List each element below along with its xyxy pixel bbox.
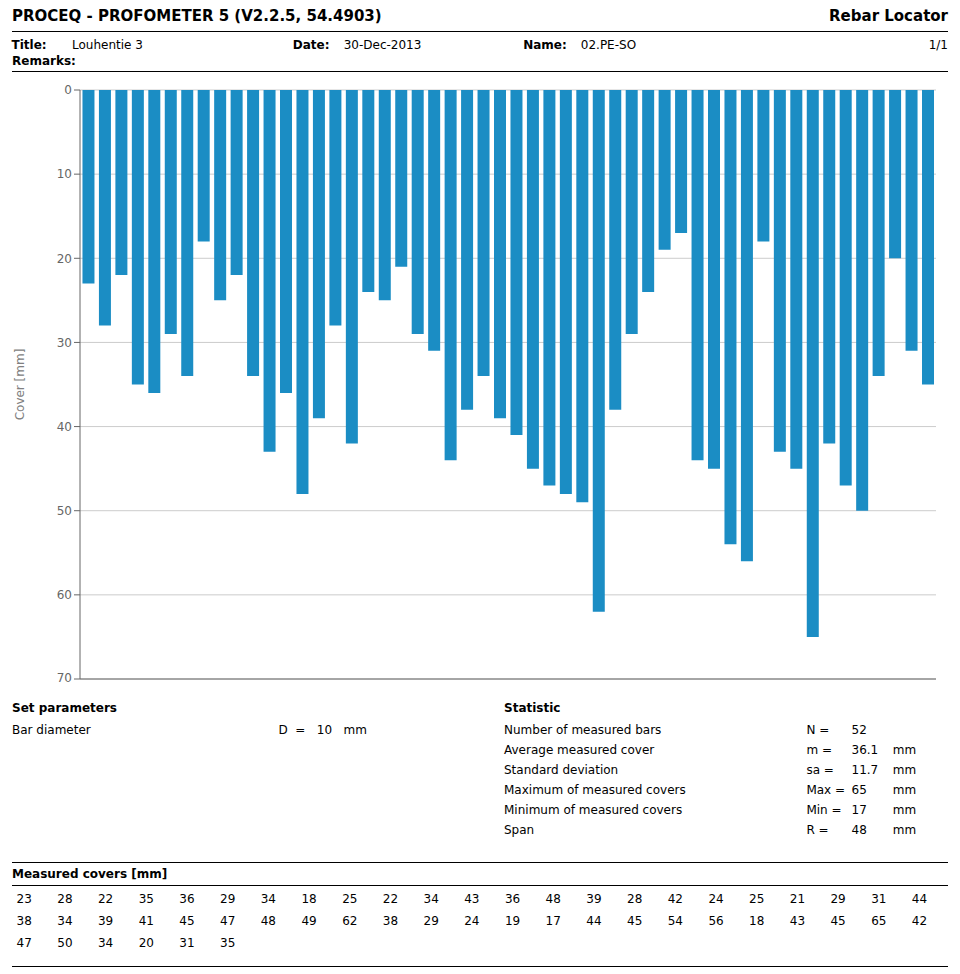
html-text:sa =: sa = bbox=[806, 763, 834, 777]
html-text:45: 45 bbox=[830, 914, 846, 928]
svg-text:30: 30 bbox=[57, 336, 72, 350]
svg-text:50: 50 bbox=[57, 504, 72, 518]
html-text:36.1: 36.1 bbox=[851, 743, 879, 757]
html-text:17: 17 bbox=[545, 914, 561, 928]
html-text:Name:: Name: bbox=[523, 38, 567, 52]
html-text:20: 20 bbox=[138, 936, 154, 950]
html-text:42: 42 bbox=[911, 914, 928, 928]
html-text:mm: mm bbox=[892, 763, 917, 777]
html-text:22: 22 bbox=[382, 892, 399, 906]
html-text:45: 45 bbox=[627, 914, 643, 928]
svg-text:70: 70 bbox=[57, 671, 72, 685]
html-text:39: 39 bbox=[98, 914, 114, 928]
html-text:17: 17 bbox=[851, 803, 867, 817]
html-text:21: 21 bbox=[789, 892, 806, 906]
html-text:11.7: 11.7 bbox=[851, 763, 879, 777]
html-text:Min =: Min = bbox=[806, 803, 842, 817]
html-text:Rebar Locator: Rebar Locator bbox=[829, 7, 948, 25]
html-text:29: 29 bbox=[220, 892, 236, 906]
html-text:28: 28 bbox=[627, 892, 643, 906]
svg-text:Cover [mm]: Cover [mm] bbox=[13, 349, 27, 421]
html-text:Minimum of measured covers: Minimum of measured covers bbox=[504, 803, 683, 817]
html-text:Max =: Max = bbox=[806, 783, 846, 797]
html-text:PROCEQ - PROFOMETER 5 (V2.2.5,: PROCEQ - PROFOMETER 5 (V2.2.5, 54.4903) bbox=[12, 7, 382, 25]
html-text:Maximum of measured covers: Maximum of measured covers bbox=[504, 783, 686, 797]
html-text:29: 29 bbox=[423, 914, 439, 928]
html-text:36: 36 bbox=[504, 892, 521, 906]
html-text:54: 54 bbox=[667, 914, 683, 928]
html-text:mm: mm bbox=[892, 823, 917, 837]
html-text:18: 18 bbox=[749, 914, 765, 928]
html-text:36: 36 bbox=[179, 892, 195, 906]
html-text:41: 41 bbox=[138, 914, 154, 928]
html-text:29: 29 bbox=[830, 892, 846, 906]
html-text:24: 24 bbox=[464, 914, 480, 928]
html-text:R =: R = bbox=[806, 823, 829, 837]
html-text:56: 56 bbox=[708, 914, 724, 928]
html-text:Standard deviation: Standard deviation bbox=[504, 763, 619, 777]
html-text:34: 34 bbox=[423, 892, 439, 906]
html-text:44: 44 bbox=[586, 914, 602, 928]
html-text:31: 31 bbox=[871, 892, 887, 906]
html-text:m =: m = bbox=[806, 743, 832, 757]
html-text:65: 65 bbox=[871, 914, 887, 928]
html-text:19: 19 bbox=[504, 914, 521, 928]
html-text:50: 50 bbox=[57, 936, 73, 950]
html-text:34: 34 bbox=[260, 892, 276, 906]
html-text:39: 39 bbox=[586, 892, 602, 906]
html-text:31: 31 bbox=[179, 936, 195, 950]
html-text:Title:: Title: bbox=[11, 38, 47, 52]
html-text:Set parameters: Set parameters bbox=[12, 701, 117, 715]
html-text:25: 25 bbox=[342, 892, 358, 906]
html-text:22: 22 bbox=[98, 892, 114, 906]
html-text:mm: mm bbox=[892, 743, 917, 757]
html-text:02.PE-SO: 02.PE-SO bbox=[580, 38, 637, 52]
html-text:48: 48 bbox=[260, 914, 276, 928]
html-text:45: 45 bbox=[179, 914, 195, 928]
html-text:25: 25 bbox=[749, 892, 765, 906]
html-text:43: 43 bbox=[464, 892, 480, 906]
html-text:Span: Span bbox=[504, 823, 535, 837]
html-text:49: 49 bbox=[301, 914, 317, 928]
html-text:D = 10 mm: D = 10 mm bbox=[278, 723, 367, 737]
html-text:mm: mm bbox=[892, 803, 917, 817]
html-text:24: 24 bbox=[708, 892, 724, 906]
html-text:38: 38 bbox=[382, 914, 399, 928]
html-text:Average measured cover: Average measured cover bbox=[504, 743, 655, 757]
html-text:44: 44 bbox=[911, 892, 928, 906]
html-text:34: 34 bbox=[98, 936, 114, 950]
html-text:48: 48 bbox=[851, 823, 867, 837]
html-text:48: 48 bbox=[545, 892, 561, 906]
html-text:23: 23 bbox=[16, 892, 32, 906]
svg-text:40: 40 bbox=[57, 420, 72, 434]
html-text:Measured covers [mm]: Measured covers [mm] bbox=[12, 867, 168, 881]
html-text:1/1: 1/1 bbox=[928, 38, 948, 52]
html-text:38: 38 bbox=[16, 914, 32, 928]
html-text:N =: N = bbox=[806, 723, 830, 737]
html-text:65: 65 bbox=[851, 783, 867, 797]
html-text:Bar diameter: Bar diameter bbox=[12, 723, 91, 737]
html-text:18: 18 bbox=[301, 892, 317, 906]
html-text:62: 62 bbox=[342, 914, 358, 928]
svg-text:0: 0 bbox=[64, 83, 72, 97]
html-text:Statistic: Statistic bbox=[504, 701, 561, 715]
html-text:35: 35 bbox=[138, 892, 154, 906]
html-text:Date:: Date: bbox=[292, 38, 330, 52]
svg-text:10: 10 bbox=[57, 167, 72, 181]
html-text:Number of measured bars: Number of measured bars bbox=[504, 723, 662, 737]
html-text:Louhentie 3: Louhentie 3 bbox=[72, 38, 143, 52]
html-text:Remarks:: Remarks: bbox=[12, 54, 76, 68]
svg-text:60: 60 bbox=[57, 588, 72, 602]
html-text:35: 35 bbox=[220, 936, 236, 950]
html-text:43: 43 bbox=[789, 914, 806, 928]
html-text:47: 47 bbox=[220, 914, 236, 928]
html-text:mm: mm bbox=[892, 783, 917, 797]
svg-text:20: 20 bbox=[57, 252, 72, 266]
html-text:52: 52 bbox=[851, 723, 867, 737]
html-text:34: 34 bbox=[57, 914, 73, 928]
html-text:47: 47 bbox=[16, 936, 32, 950]
html-text:30-Dec-2013: 30-Dec-2013 bbox=[343, 38, 422, 52]
html-text:28: 28 bbox=[57, 892, 73, 906]
html-text:42: 42 bbox=[667, 892, 683, 906]
